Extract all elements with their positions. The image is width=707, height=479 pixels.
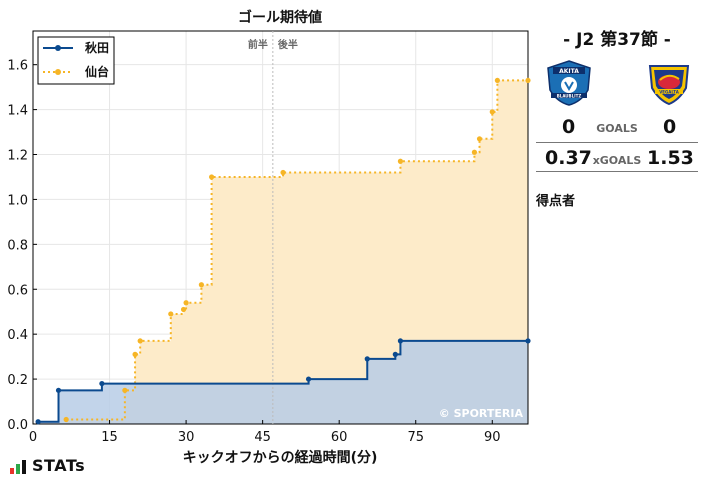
point-akita [392, 351, 398, 357]
y-tick-label: 0.4 [7, 328, 28, 343]
area-akita [38, 340, 529, 424]
point-sendai [209, 174, 215, 180]
point-akita [397, 338, 404, 344]
point-akita [99, 380, 105, 387]
vegalta-crest-text: VEGALTA [659, 89, 680, 94]
legend-marker-sendai [55, 69, 61, 75]
watermark: © SPORTERIA [439, 407, 524, 420]
away-goals: 0 [663, 116, 677, 138]
point-sendai [168, 311, 174, 317]
y-tick-label: 1.4 [7, 104, 28, 119]
away-xg: 1.53 [647, 147, 694, 169]
akita-crest-subtext: BLAUBLITZ [557, 93, 582, 98]
point-akita [525, 338, 531, 344]
y-tick-label: 0.2 [7, 373, 28, 388]
point-sendai [180, 306, 187, 313]
stats-brand: STATs [32, 456, 86, 475]
point-sendai [122, 387, 128, 393]
point-sendai [132, 351, 138, 357]
team-logos: AKITA BLAUBLITZ VEGALTA [536, 54, 698, 114]
match-title: - J2 第37節 - [563, 30, 671, 50]
point-akita [55, 387, 62, 393]
y-tick-label: 0.8 [7, 238, 28, 253]
goals-row: 0 GOALS 0 [536, 114, 698, 143]
y-tick-label: 1.0 [7, 193, 28, 208]
home-xg: 0.37 [545, 147, 592, 169]
x-tick-label: 60 [331, 430, 348, 445]
match-panel: - J2 第37節 - AKITA BLAUBLITZ VEGALTA 0 GO… [536, 26, 698, 209]
series-points [35, 77, 531, 425]
x-tick-label: 45 [254, 430, 271, 445]
point-akita [305, 376, 312, 382]
second-half-label: 後半 [278, 38, 298, 51]
goals-label: GOALS [596, 122, 638, 135]
first-half-label: 前半 [248, 38, 268, 51]
point-akita [364, 356, 370, 362]
halftime-marker: 前半 後半 [248, 31, 298, 424]
point-sendai [494, 77, 500, 84]
line-akita [38, 339, 528, 423]
vegalta-crest-icon: VEGALTA [648, 65, 690, 106]
point-sendai [476, 136, 483, 142]
legend-label-sendai: 仙台 [85, 64, 109, 79]
area-sendai [66, 80, 528, 425]
x-tick-label: 90 [484, 430, 501, 445]
point-sendai [183, 300, 189, 306]
chart-title: ゴール期待値 [238, 9, 322, 26]
y-tick-label: 1.2 [7, 149, 28, 164]
x-tick-label: 15 [101, 430, 118, 445]
home-goals: 0 [562, 116, 576, 138]
y-tick-label: 0.6 [7, 283, 28, 298]
point-sendai [280, 169, 286, 176]
legend: 秋田 仙台 [37, 36, 115, 85]
x-tick-label: 30 [178, 430, 195, 445]
area-fills [38, 80, 529, 425]
point-sendai [137, 338, 143, 344]
akita-crest-icon: AKITA BLAUBLITZ [547, 60, 591, 106]
y-tick-label: 0.0 [7, 418, 28, 433]
point-sendai [63, 416, 69, 423]
x-tick-label: 0 [29, 430, 37, 445]
point-sendai [198, 282, 205, 288]
point-sendai [471, 149, 478, 155]
point-akita [35, 419, 41, 425]
xgoals-label: xGOALS [592, 154, 642, 167]
legend-box [37, 36, 115, 85]
plot-frame [32, 30, 529, 425]
x-axis-label: キックオフからの経過時間(分) [183, 449, 378, 466]
xgoals-row: 0.37 xGOALS 1.53 [536, 143, 698, 172]
legend-marker-akita [55, 45, 61, 51]
point-sendai [489, 109, 495, 115]
legend-label-akita: 秋田 [85, 40, 109, 55]
y-tick-label: 1.6 [7, 59, 28, 74]
point-sendai [525, 77, 531, 84]
scorers-heading: 得点者 [536, 194, 576, 209]
point-sendai [397, 158, 404, 164]
akita-crest-text: AKITA [559, 68, 579, 75]
x-tick-label: 75 [407, 430, 424, 445]
axis-ticks: 0 15 30 45 60 75 90 0.0 0.2 0.4 0.6 0.8 1.0 1.2 1.4 1.6 [7, 59, 500, 445]
